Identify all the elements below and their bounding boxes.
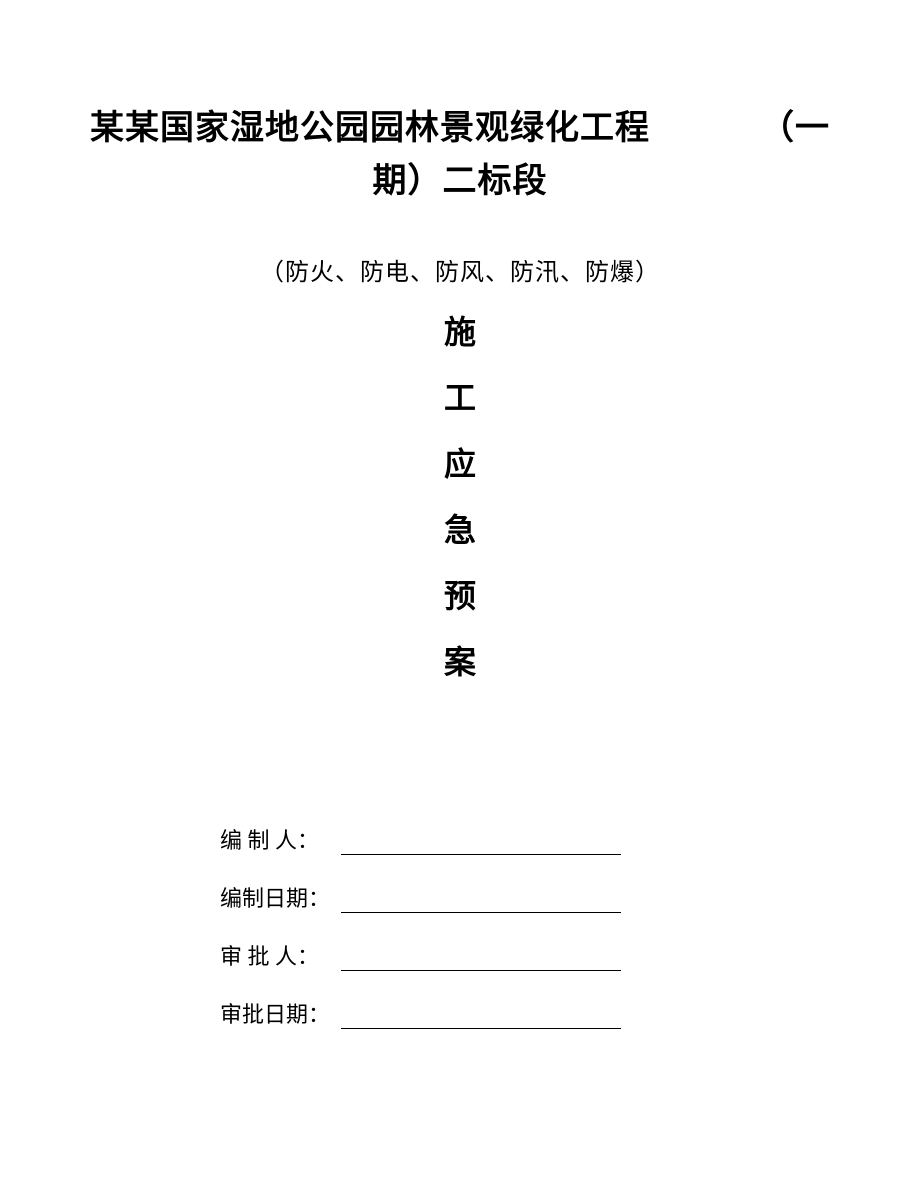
- signature-row-approver: 审 批 人：: [220, 939, 830, 971]
- vertical-title: 施 工 应 急 预 案: [90, 307, 830, 683]
- title-line-1: 某某国家湿地公园园林景观绿化工程 （一: [90, 100, 830, 149]
- signature-row-author-date: 编制日期：: [220, 881, 830, 913]
- signature-row-approver-date: 审批日期：: [220, 997, 830, 1029]
- title-main: 某某国家湿地公园园林景观绿化工程: [90, 100, 650, 149]
- document-page: 某某国家湿地公园园林景观绿化工程 （一 期）二标段 （防火、防电、防风、防汛、防…: [0, 0, 920, 1191]
- line-author-date: [341, 891, 621, 913]
- title-line-2: 期）二标段: [90, 153, 830, 202]
- vertical-char-5: 案: [90, 637, 830, 683]
- vertical-char-3: 急: [90, 505, 830, 551]
- signature-row-author: 编 制 人：: [220, 823, 830, 855]
- vertical-char-4: 预: [90, 571, 830, 617]
- label-approver: 审 批 人：: [220, 939, 335, 971]
- label-author-date: 编制日期：: [220, 881, 335, 913]
- line-approver: [341, 949, 621, 971]
- title-suffix: （一: [760, 100, 830, 149]
- line-author: [341, 833, 621, 855]
- line-approver-date: [341, 1007, 621, 1029]
- label-author: 编 制 人：: [220, 823, 335, 855]
- label-approver-date: 审批日期：: [220, 997, 335, 1029]
- signature-block: 编 制 人： 编制日期： 审 批 人： 审批日期：: [220, 823, 830, 1029]
- vertical-char-0: 施: [90, 307, 830, 353]
- title-block: 某某国家湿地公园园林景观绿化工程 （一 期）二标段: [90, 100, 830, 202]
- subtitle: （防火、防电、防风、防汛、防爆）: [90, 252, 830, 287]
- vertical-char-1: 工: [90, 373, 830, 419]
- vertical-char-2: 应: [90, 439, 830, 485]
